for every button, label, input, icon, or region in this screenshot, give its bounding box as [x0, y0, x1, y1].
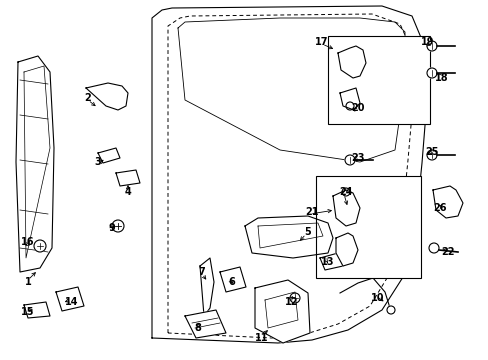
Circle shape: [289, 293, 299, 303]
Text: 23: 23: [350, 153, 364, 163]
Text: 2: 2: [84, 93, 91, 103]
Polygon shape: [56, 287, 84, 311]
Text: 6: 6: [228, 277, 235, 287]
Text: 15: 15: [21, 307, 35, 317]
Text: 19: 19: [420, 37, 434, 47]
Text: 4: 4: [124, 187, 131, 197]
Text: 24: 24: [339, 187, 352, 197]
Circle shape: [112, 220, 124, 232]
Polygon shape: [335, 233, 357, 266]
Polygon shape: [244, 216, 332, 258]
Text: 10: 10: [370, 293, 384, 303]
Text: 25: 25: [425, 147, 438, 157]
Text: 9: 9: [108, 223, 115, 233]
Circle shape: [341, 188, 349, 196]
Text: 20: 20: [350, 103, 364, 113]
Circle shape: [426, 41, 436, 51]
Text: 12: 12: [285, 297, 298, 307]
Text: 22: 22: [440, 247, 454, 257]
Text: 14: 14: [65, 297, 79, 307]
Text: 3: 3: [95, 157, 101, 167]
Text: 18: 18: [434, 73, 448, 83]
Circle shape: [386, 306, 394, 314]
Text: 11: 11: [255, 333, 268, 343]
Polygon shape: [332, 190, 359, 226]
Bar: [327, 36, 429, 124]
Text: 1: 1: [24, 277, 31, 287]
Polygon shape: [116, 170, 140, 186]
Polygon shape: [319, 253, 342, 270]
Circle shape: [426, 150, 436, 160]
Bar: [315, 176, 420, 278]
Polygon shape: [86, 83, 128, 110]
Text: 21: 21: [305, 207, 318, 217]
Text: 7: 7: [198, 267, 205, 277]
Circle shape: [346, 102, 353, 110]
Polygon shape: [220, 267, 245, 292]
Text: 17: 17: [315, 37, 328, 47]
Circle shape: [426, 68, 436, 78]
Text: 16: 16: [21, 237, 35, 247]
Text: 8: 8: [194, 323, 201, 333]
Polygon shape: [184, 310, 225, 338]
Circle shape: [345, 155, 354, 165]
Text: 13: 13: [321, 257, 334, 267]
Polygon shape: [24, 302, 50, 318]
Polygon shape: [152, 6, 427, 343]
Polygon shape: [254, 280, 309, 343]
Circle shape: [428, 243, 438, 253]
Text: 26: 26: [432, 203, 446, 213]
Polygon shape: [98, 148, 120, 163]
Polygon shape: [16, 56, 54, 272]
Text: 5: 5: [304, 227, 311, 237]
Polygon shape: [432, 186, 462, 218]
Polygon shape: [339, 88, 359, 110]
Circle shape: [34, 240, 46, 252]
Polygon shape: [337, 46, 365, 78]
